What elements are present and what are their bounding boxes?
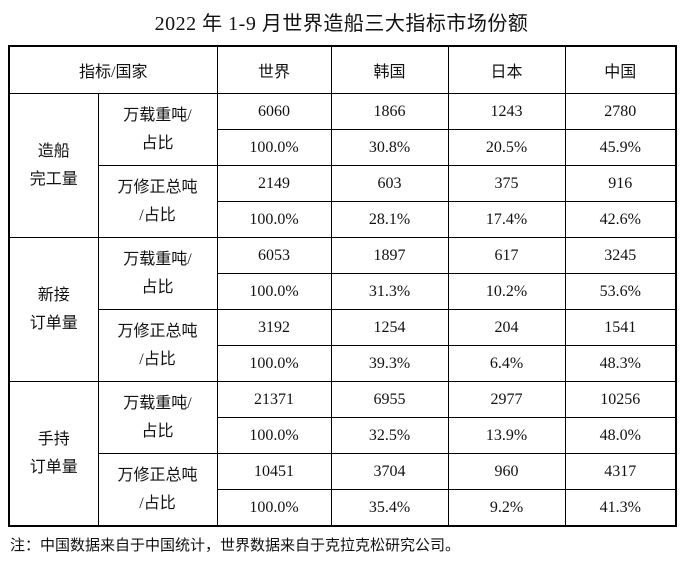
share-cell: 20.5% xyxy=(447,129,566,166)
metric-label-cell: 万修正总吨 /占比 xyxy=(97,309,218,382)
value-cell: 10256 xyxy=(564,381,677,418)
share-cell: 48.3% xyxy=(564,345,677,382)
value-cell: 6060 xyxy=(216,93,332,130)
value-cell: 3192 xyxy=(216,309,332,346)
value-cell: 3245 xyxy=(564,237,677,274)
value-cell: 2780 xyxy=(564,93,677,130)
market-share-table: 指标/国家 世界 韩国 日本 中国 造船 完工量 万载重吨/ 占比 6060 1… xyxy=(8,45,678,527)
table-row: 万修正总吨 /占比 10451 3704 960 4317 xyxy=(9,453,677,527)
share-cell: 48.0% xyxy=(564,417,677,454)
value-cell: 3704 xyxy=(330,453,449,490)
group-label-cell: 手持 订单量 xyxy=(8,381,99,527)
share-cell: 32.5% xyxy=(330,417,449,454)
share-cell: 17.4% xyxy=(447,201,566,238)
footnote: 注：中国数据来自于中国统计，世界数据来自于克拉克松研究公司。 xyxy=(10,538,461,554)
header-row: 指标/国家 世界 韩国 日本 中国 xyxy=(8,45,677,94)
table-row: 100.0% 30.8% 20.5% 45.9% xyxy=(9,129,677,166)
value-cell: 960 xyxy=(447,453,566,490)
share-cell: 10.2% xyxy=(447,273,566,310)
value-cell: 204 xyxy=(447,309,566,346)
table-row: 100.0% 28.1% 17.4% 42.6% xyxy=(9,201,677,238)
value-cell: 916 xyxy=(564,165,677,202)
share-cell: 100.0% xyxy=(216,345,332,382)
value-cell: 1541 xyxy=(564,309,677,346)
table-row: 万修正总吨 /占比 2149 603 375 916 xyxy=(9,165,677,238)
value-cell: 2977 xyxy=(447,381,566,418)
value-cell: 21371 xyxy=(216,381,332,418)
table-row: 100.0% 31.3% 10.2% 53.6% xyxy=(9,273,677,310)
page-title: 2022 年 1-9 月世界造船三大指标市场份额 xyxy=(154,13,529,35)
share-cell: 100.0% xyxy=(216,201,332,238)
value-cell: 1243 xyxy=(447,93,566,130)
value-cell: 603 xyxy=(330,165,449,202)
share-cell: 100.0% xyxy=(216,417,332,454)
share-cell: 31.3% xyxy=(330,273,449,310)
share-cell: 30.8% xyxy=(330,129,449,166)
corner-header-cell: 指标/国家 xyxy=(8,45,218,94)
value-cell: 4317 xyxy=(564,453,677,490)
table-row: 手持 订单量 万载重吨/ 占比 21371 6955 2977 10256 xyxy=(8,381,677,527)
share-cell: 53.6% xyxy=(564,273,677,310)
share-cell: 42.6% xyxy=(564,201,677,238)
share-cell: 39.3% xyxy=(330,345,449,382)
share-cell: 28.1% xyxy=(330,201,449,238)
metric-label-cell: 万载重吨/ 占比 xyxy=(97,237,218,310)
header-cell-china: 中国 xyxy=(564,45,677,94)
table-row: 造船 完工量 万载重吨/ 占比 6060 1866 1243 2780 xyxy=(8,93,677,238)
metric-label-cell: 万载重吨/ 占比 xyxy=(97,381,218,454)
value-cell: 1866 xyxy=(330,93,449,130)
group-label-cell: 造船 完工量 xyxy=(8,93,99,238)
value-cell: 6955 xyxy=(330,381,449,418)
value-cell: 6053 xyxy=(216,237,332,274)
table-row: 新接 订单量 万载重吨/ 占比 6053 1897 617 3245 xyxy=(8,237,677,382)
share-cell: 13.9% xyxy=(447,417,566,454)
group-label-cell: 新接 订单量 xyxy=(8,237,99,382)
table-row: 100.0% 39.3% 6.4% 48.3% xyxy=(9,345,677,382)
value-cell: 1897 xyxy=(330,237,449,274)
share-cell: 100.0% xyxy=(216,129,332,166)
value-cell: 375 xyxy=(447,165,566,202)
header-cell-japan: 日本 xyxy=(447,45,566,94)
value-cell: 2149 xyxy=(216,165,332,202)
table-row: 万修正总吨 /占比 3192 1254 204 1541 xyxy=(9,309,677,382)
table-row: 100.0% 32.5% 13.9% 48.0% xyxy=(9,417,677,454)
table-row: 100.0% 35.4% 9.2% 41.3% xyxy=(9,489,677,527)
share-cell: 100.0% xyxy=(216,489,332,527)
value-cell: 617 xyxy=(447,237,566,274)
share-cell: 100.0% xyxy=(216,273,332,310)
metric-label-cell: 万载重吨/ 占比 xyxy=(97,93,218,166)
metric-label-cell: 万修正总吨 /占比 xyxy=(97,453,218,527)
value-cell: 1254 xyxy=(330,309,449,346)
share-cell: 9.2% xyxy=(447,489,566,527)
share-cell: 35.4% xyxy=(330,489,449,527)
share-cell: 45.9% xyxy=(564,129,677,166)
header-cell-korea: 韩国 xyxy=(330,45,449,94)
value-cell: 10451 xyxy=(216,453,332,490)
share-cell: 6.4% xyxy=(447,345,566,382)
metric-label-cell: 万修正总吨 /占比 xyxy=(97,165,218,238)
share-cell: 41.3% xyxy=(564,489,677,527)
header-cell-world: 世界 xyxy=(216,45,332,94)
